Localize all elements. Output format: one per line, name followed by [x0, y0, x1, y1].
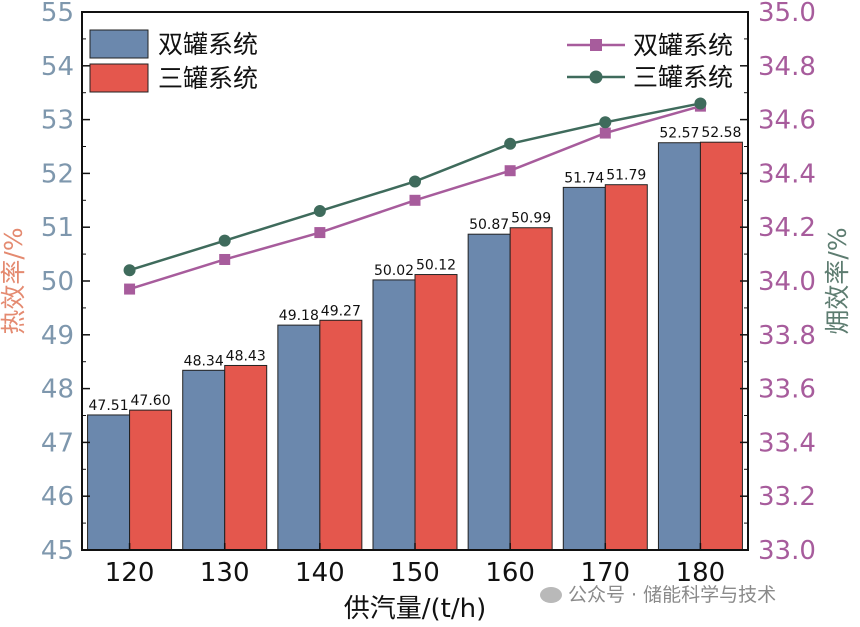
x-axis-label: 供汽量/(t/h) [344, 594, 486, 624]
bar-double-140 [277, 324, 321, 551]
y-axis-left-label: 热效率/% [0, 227, 28, 334]
bar-triple-120 [129, 409, 173, 551]
x-tick-label: 180 [676, 558, 726, 588]
line-point-square-140 [314, 227, 326, 239]
bar-value-label: 51.79 [606, 168, 646, 184]
x-tick-label: 120 [105, 558, 155, 588]
bar-value-label: 50.02 [374, 263, 414, 279]
legend-bar-label: 双罐系统 [158, 30, 258, 59]
line-point-circle-160 [504, 137, 517, 150]
watermark-text: 公众号 · 储能科学与技术 [568, 584, 777, 606]
bar-triple-180 [699, 141, 743, 551]
legend-square-marker [590, 39, 602, 51]
line-point-circle-150 [409, 175, 421, 188]
bar-triple-130 [224, 364, 268, 551]
left-tick-label: 55 [41, 0, 74, 28]
line-point-square-120 [124, 283, 136, 295]
right-tick-label: 33.0 [758, 536, 816, 566]
bar-double-130 [182, 369, 226, 551]
line-point-circle-120 [123, 264, 136, 277]
line-point-square-150 [409, 194, 421, 206]
line-point-circle-170 [599, 116, 612, 129]
bar-value-label: 49.27 [321, 303, 361, 319]
bar-value-label: 47.51 [89, 398, 129, 414]
line-point-circle-180 [694, 97, 707, 110]
right-tick-label: 34.0 [758, 267, 816, 297]
legend-line-label: 三罐系统 [633, 63, 733, 92]
bar-value-label: 48.43 [226, 348, 266, 364]
left-tick-label: 50 [41, 267, 74, 297]
left-tick-label: 49 [41, 321, 74, 351]
left-tick-label: 52 [41, 159, 74, 189]
legend-bar-swatch [89, 63, 149, 93]
x-tick-label: 140 [295, 558, 345, 588]
bar-double-160 [467, 233, 511, 551]
legend-bar-label: 三罐系统 [158, 64, 258, 93]
bar-value-label: 50.99 [511, 211, 551, 227]
bar-value-label: 50.12 [416, 258, 456, 274]
left-tick-label: 51 [41, 213, 74, 243]
right-tick-label: 33.8 [758, 321, 816, 351]
right-tick-label: 34.4 [758, 159, 816, 189]
left-tick-label: 53 [41, 106, 74, 136]
right-tick-label: 33.4 [758, 428, 816, 458]
line-point-circle-130 [218, 234, 231, 247]
right-tick-label: 35.0 [758, 0, 816, 28]
left-tick-label: 46 [41, 482, 74, 512]
left-tick-label: 54 [41, 52, 74, 82]
bar-double-180 [657, 142, 701, 551]
right-tick-label: 34.6 [758, 106, 816, 136]
wechat-icon [540, 587, 562, 603]
bar-triple-140 [319, 319, 363, 551]
line-point-circle-140 [313, 205, 326, 218]
bar-double-170 [562, 186, 606, 551]
bar-value-label: 47.60 [131, 393, 171, 409]
right-tick-label: 33.2 [758, 482, 816, 512]
x-tick-label: 130 [200, 558, 250, 588]
left-tick-label: 47 [41, 428, 74, 458]
right-tick-label: 34.2 [758, 213, 816, 243]
x-tick-label: 150 [390, 558, 440, 588]
bar-double-150 [372, 279, 416, 551]
bar-value-label: 50.87 [469, 217, 509, 233]
legend-circle-marker [589, 70, 603, 84]
left-tick-label: 45 [41, 536, 74, 566]
x-tick-label: 170 [580, 558, 630, 588]
y-axis-right-label: 㶲效率/% [823, 227, 852, 334]
bar-triple-160 [509, 227, 553, 551]
bar-value-label: 49.18 [279, 308, 319, 324]
right-tick-label: 33.6 [758, 375, 816, 405]
left-tick-label: 48 [41, 375, 74, 405]
legend-line-label: 双罐系统 [633, 31, 733, 60]
line-point-square-160 [504, 165, 516, 177]
bar-value-label: 51.74 [564, 170, 604, 186]
right-tick-label: 34.8 [758, 52, 816, 82]
bar-value-label: 48.34 [184, 353, 224, 369]
watermark: 公众号 · 储能科学与技术 [540, 580, 776, 607]
bar-triple-150 [414, 274, 458, 551]
x-tick-label: 160 [485, 558, 535, 588]
bar-value-label: 52.57 [659, 126, 699, 142]
line-point-square-130 [219, 253, 231, 265]
line-point-square-170 [599, 127, 611, 139]
bar-double-120 [87, 414, 131, 551]
bar-value-label: 52.58 [701, 125, 741, 141]
legend-bar-swatch [89, 29, 149, 59]
bar-triple-170 [604, 184, 648, 551]
